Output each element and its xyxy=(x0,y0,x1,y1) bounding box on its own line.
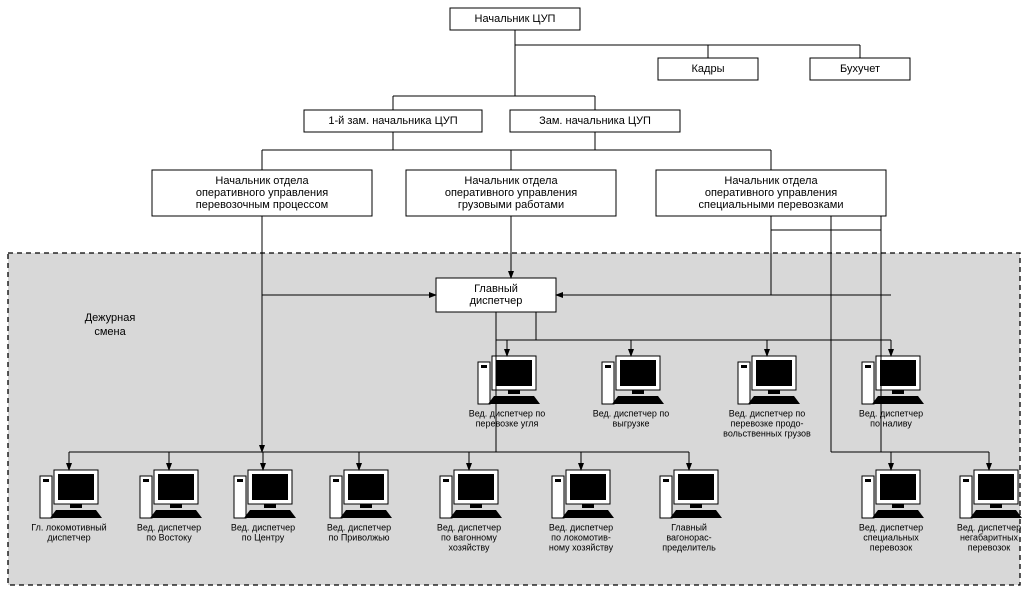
node-head3-label: оперативного управления xyxy=(705,187,837,199)
bot-pc-5-caption: ному хозяйству xyxy=(549,542,614,552)
node-head1-label: Начальник отдела xyxy=(215,175,309,187)
node-head2-label: Начальник отдела xyxy=(464,175,558,187)
node-chief-label: Главный xyxy=(474,283,518,295)
mid-pc-2 xyxy=(738,356,800,404)
bot-pc-1 xyxy=(140,470,202,518)
bot-pc-1-caption: Вед. диспетчер xyxy=(137,522,201,532)
bot-pc-8-caption: негабаритных xyxy=(960,532,1019,542)
bot-pc-6-caption: вагонорас- xyxy=(666,532,711,542)
mid-pc-2-caption: Вед. диспетчер по xyxy=(729,408,806,418)
bot-pc-8 xyxy=(960,470,1022,518)
node-head2-label: грузовыми работами xyxy=(458,199,564,211)
bot-pc-2 xyxy=(234,470,296,518)
bot-pc-3-caption: по Приволжью xyxy=(328,532,389,542)
bot-pc-0-caption: Гл. локомотивный xyxy=(31,522,106,532)
bot-pc-2-caption: по Центру xyxy=(242,532,285,542)
node-root-label: Начальник ЦУП xyxy=(475,13,556,25)
bot-pc-4-caption: по вагонному xyxy=(441,532,497,542)
node-dep1-label: 1-й зам. начальника ЦУП xyxy=(328,115,457,127)
bot-pc-7-caption: специальных xyxy=(863,532,919,542)
shift-label: смена xyxy=(94,326,126,338)
bot-pc-5-caption: Вед. диспетчер xyxy=(549,522,613,532)
node-head1-label: перевозочным процессом xyxy=(196,199,328,211)
node-head1-label: оперативного управления xyxy=(196,187,328,199)
bot-pc-6 xyxy=(660,470,722,518)
node-chief-label: диспетчер xyxy=(470,295,523,307)
node-head3-label: специальными перевозками xyxy=(699,199,844,211)
mid-pc-0-caption: Вед. диспетчер по xyxy=(469,408,546,418)
bot-pc-3 xyxy=(330,470,392,518)
bot-pc-4-caption: Вед. диспетчер xyxy=(437,522,501,532)
node-head2-label: оперативного управления xyxy=(445,187,577,199)
shift-label: Дежурная xyxy=(85,312,136,324)
bot-pc-0-caption: диспетчер xyxy=(47,532,90,542)
mid-pc-1-caption: Вед. диспетчер по xyxy=(593,408,670,418)
bot-pc-8-caption: перевозок xyxy=(968,542,1011,552)
node-hr-label: Кадры xyxy=(692,63,725,75)
node-head3-label: Начальник отдела xyxy=(724,175,818,187)
mid-pc-3-caption: Вед. диспетчер xyxy=(859,408,923,418)
bot-pc-5 xyxy=(552,470,614,518)
mid-pc-3-caption: по наливу xyxy=(870,418,912,428)
bot-pc-3-caption: Вед. диспетчер xyxy=(327,522,391,532)
bot-pc-2-caption: Вед. диспетчер xyxy=(231,522,295,532)
mid-pc-0 xyxy=(478,356,540,404)
bot-pc-7-caption: перевозок xyxy=(870,542,913,552)
mid-pc-1-caption: выгрузке xyxy=(612,418,649,428)
mid-pc-2-caption: вольственных грузов xyxy=(723,428,811,438)
bot-pc-5-caption: по локомотив- xyxy=(551,532,611,542)
bot-pc-0 xyxy=(40,470,102,518)
bot-pc-6-caption: пределитель xyxy=(662,542,716,552)
bot-pc-8-caption: Вед. диспетчер xyxy=(957,522,1021,532)
mid-pc-1 xyxy=(602,356,664,404)
bot-pc-4-caption: хозяйству xyxy=(448,542,490,552)
bot-pc-7 xyxy=(862,470,924,518)
mid-pc-2-caption: перевозке продо- xyxy=(730,418,803,428)
bot-pc-4 xyxy=(440,470,502,518)
mid-pc-3 xyxy=(862,356,924,404)
node-dep2-label: Зам. начальника ЦУП xyxy=(539,115,651,127)
connector xyxy=(515,30,860,45)
node-acct-label: Бухучет xyxy=(840,63,880,75)
mid-pc-0-caption: перевозке угля xyxy=(476,418,539,428)
bot-pc-1-caption: по Востоку xyxy=(146,532,192,542)
bot-pc-6-caption: Главный xyxy=(671,522,707,532)
bot-pc-7-caption: Вед. диспетчер xyxy=(859,522,923,532)
